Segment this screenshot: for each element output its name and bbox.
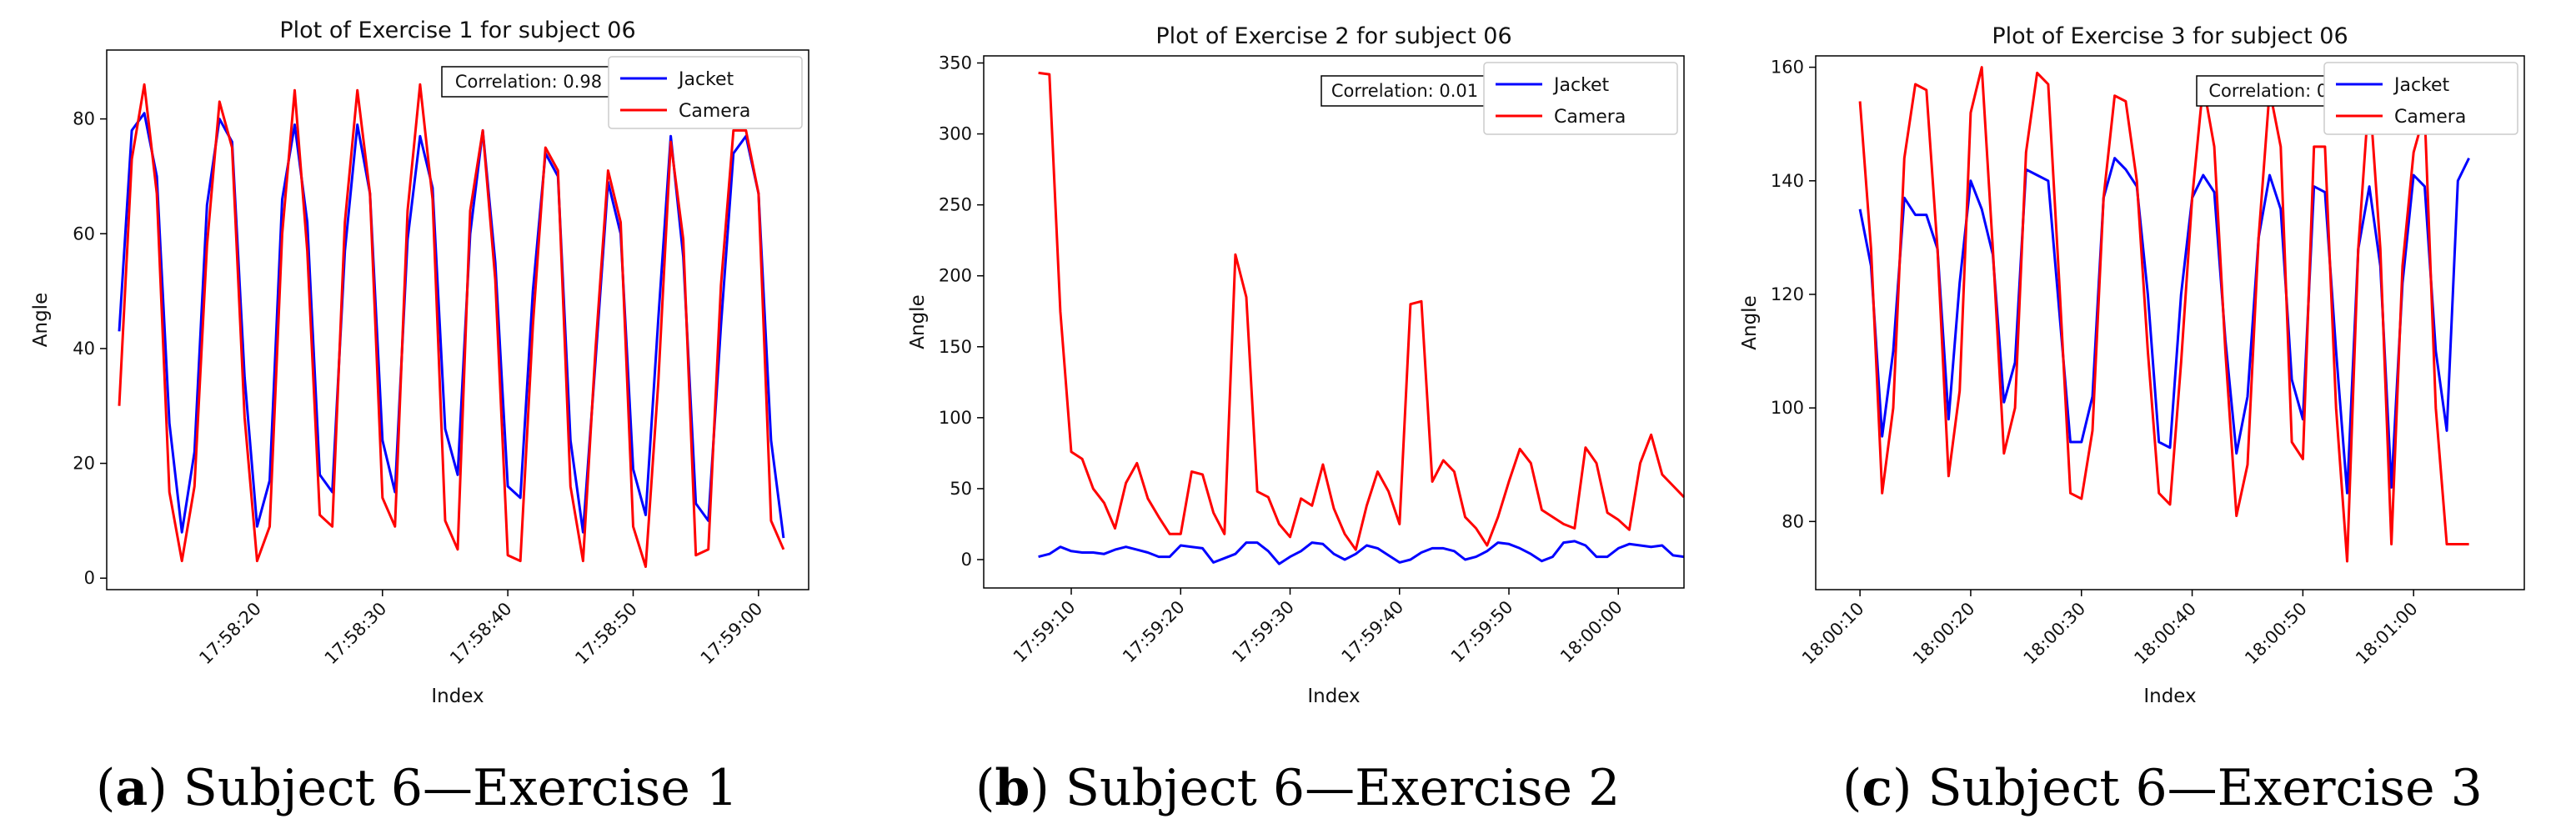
plot-frame [983, 55, 1685, 589]
series-line-camera [1038, 71, 1686, 551]
x-axis-label: Index [2143, 686, 2196, 707]
y-tick-label: 150 [939, 337, 972, 357]
chart-3: Plot of Exercise 3 for subject 06 80 100 12… [1739, 23, 2525, 817]
correlation-annotation: Correlation: 0.98 [455, 72, 602, 92]
y-tick-label: 0 [84, 568, 95, 588]
plot-frame [106, 49, 809, 590]
y-tick-label: 120 [1771, 284, 1804, 304]
x-tick-label: 17:59:00 [697, 599, 767, 669]
x-tick-label: 17:58:50 [571, 599, 641, 669]
y-tick-label: 80 [1782, 511, 1804, 531]
x-tick-label: 17:58:20 [195, 599, 265, 669]
figure-caption: (b) Subject 6—Exercise 2 [975, 759, 1620, 817]
chart-title: Plot of Exercise 2 for subject 06 [1155, 23, 1511, 49]
legend: Jacket Camera [608, 56, 803, 129]
y-tick-label: 40 [73, 339, 95, 359]
x-tick-label: 18:01:00 [2352, 599, 2422, 669]
y-tick-label: 80 [73, 109, 95, 129]
y-tick-label: 100 [1771, 398, 1804, 418]
figure-caption: (a) Subject 6—Exercise 1 [96, 759, 738, 817]
x-tick-label: 17:59:30 [1228, 597, 1298, 667]
x-tick-label: 17:59:10 [1010, 597, 1080, 667]
legend-label-camera: Camera [1554, 107, 1626, 128]
series-line-jacket [1858, 157, 2470, 495]
x-tick-label: 17:58:30 [321, 599, 391, 669]
x-tick-label: 18:00:40 [2130, 599, 2200, 669]
y-tick-label: 20 [73, 454, 95, 474]
figure-caption: (c) Subject 6—Exercise 3 [1842, 759, 2483, 817]
y-axis-label: Angle [30, 293, 52, 347]
plot-frame [1815, 55, 2525, 590]
chart-title: Plot of Exercise 1 for subject 06 [279, 18, 635, 43]
legend-label-camera: Camera [2394, 107, 2466, 128]
x-tick-label: 18:00:50 [2241, 599, 2311, 669]
y-axis-label: Angle [907, 294, 929, 349]
y-tick-label: 60 [73, 224, 95, 244]
x-tick-label: 18:00:30 [2020, 599, 2090, 669]
correlation-annotation: Correlation: 0.01 [1331, 81, 1478, 101]
y-tick-label: 350 [939, 53, 972, 73]
y-tick-label: 100 [939, 408, 972, 428]
chart-1: Plot of Exercise 1 for subject 06 0 20 40 60… [30, 18, 809, 817]
x-tick-label: 17:58:40 [446, 599, 516, 669]
x-axis-label: Index [431, 686, 484, 707]
legend-label-jacket: Jacket [1552, 75, 1610, 96]
x-tick-label: 17:59:40 [1338, 597, 1408, 667]
legend-label-camera: Camera [679, 101, 750, 122]
y-tick-label: 250 [939, 195, 972, 215]
x-tick-label: 17:59:50 [1447, 597, 1517, 667]
legend-label-jacket: Jacket [2393, 75, 2450, 96]
y-tick-label: 300 [939, 124, 972, 144]
y-tick-label: 160 [1771, 58, 1804, 78]
chart-2: Plot of Exercise 2 for subject 06 0 50 100 1… [907, 23, 1686, 817]
legend: Jacket Camera [2323, 62, 2518, 135]
y-tick-label: 200 [939, 266, 972, 286]
x-tick-label: 17:59:20 [1119, 597, 1189, 667]
series-line-jacket [1038, 540, 1685, 565]
x-tick-label: 18:00:10 [1798, 599, 1868, 669]
y-axis-label: Angle [1739, 295, 1761, 349]
x-tick-label: 18:00:20 [1909, 599, 1979, 669]
chart-title: Plot of Exercise 3 for subject 06 [1992, 23, 2348, 49]
annotation-box [1321, 75, 1489, 107]
y-tick-label: 50 [950, 479, 972, 499]
y-tick-label: 140 [1771, 171, 1804, 191]
legend-label-jacket: Jacket [677, 69, 734, 90]
y-tick-label: 0 [961, 550, 972, 570]
legend: Jacket Camera [1483, 62, 1678, 135]
series-line-camera [118, 83, 785, 568]
series-line-camera [1858, 66, 2469, 563]
series-line-jacket [118, 112, 785, 539]
x-axis-label: Index [1307, 686, 1360, 707]
x-tick-label: 18:00:00 [1556, 597, 1626, 667]
